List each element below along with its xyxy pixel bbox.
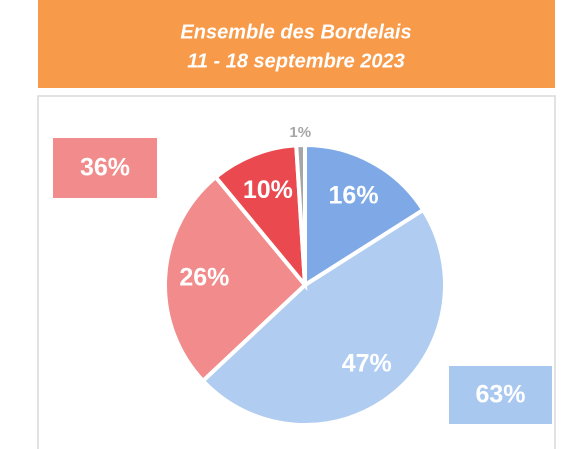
chart-subtitle: 11 - 18 septembre 2023 [187,50,405,72]
header [38,0,555,88]
pie-slice [163,174,308,384]
annotation-box [53,138,157,198]
chart-title: Ensemble des Bordelais [180,21,411,43]
annotation-text: 63% [475,381,525,409]
data-label: 26% [179,263,229,291]
data-label: 47% [342,349,392,377]
annotation-box [449,366,552,424]
annotation-text: 36% [80,154,130,182]
pie-slice [294,142,307,286]
data-label: 10% [243,176,293,204]
data-label: 1% [289,124,311,141]
data-label: 16% [329,181,379,209]
panel-border [37,95,556,449]
pie-slice [303,142,426,289]
pie-slice [200,207,448,427]
